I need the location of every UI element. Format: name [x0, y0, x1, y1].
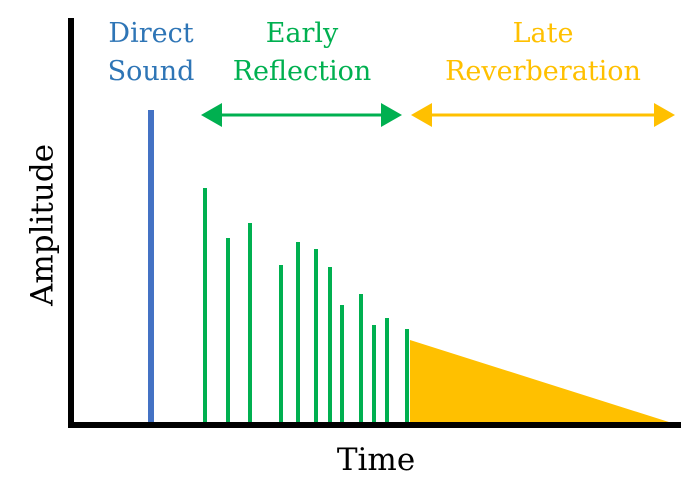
- region-label: Reverberation: [445, 56, 641, 87]
- reflection: [279, 265, 283, 423]
- direct-impulse: [148, 110, 154, 423]
- region-label: Sound: [108, 56, 195, 87]
- reflection: [359, 294, 363, 423]
- reflection: [405, 329, 409, 423]
- reflection: [248, 223, 252, 423]
- early-reflections: [203, 188, 409, 423]
- reflection: [328, 267, 332, 423]
- x-axis-label: Time: [337, 442, 415, 478]
- region-label: Early: [266, 18, 339, 49]
- reverb-tail: [410, 340, 672, 423]
- reflection: [372, 325, 376, 423]
- reflection: [296, 242, 300, 423]
- reflection: [314, 249, 318, 423]
- reflection: [340, 305, 344, 423]
- reflection: [203, 188, 207, 423]
- reflection: [226, 238, 230, 423]
- region-label: Reflection: [233, 56, 372, 87]
- region-label: Late: [513, 18, 574, 49]
- region-label: Direct: [108, 18, 193, 49]
- reflection: [385, 318, 389, 423]
- y-axis-label: Amplitude: [25, 144, 61, 307]
